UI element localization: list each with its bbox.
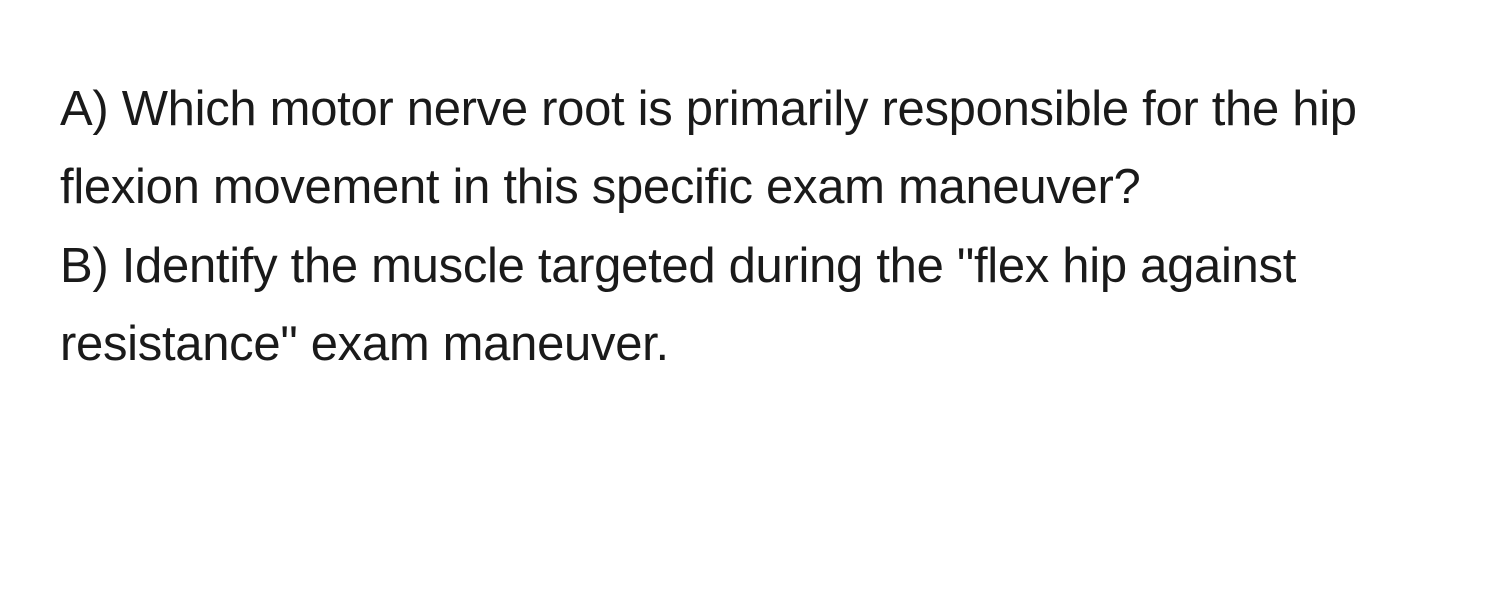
question-b-label: B)	[60, 239, 108, 293]
question-container: A) Which motor nerve root is primarily r…	[60, 70, 1440, 384]
question-b-text: Identify the muscle targeted during the …	[60, 239, 1296, 371]
question-a-label: A)	[60, 82, 108, 136]
question-a-text: Which motor nerve root is primarily resp…	[60, 82, 1357, 214]
